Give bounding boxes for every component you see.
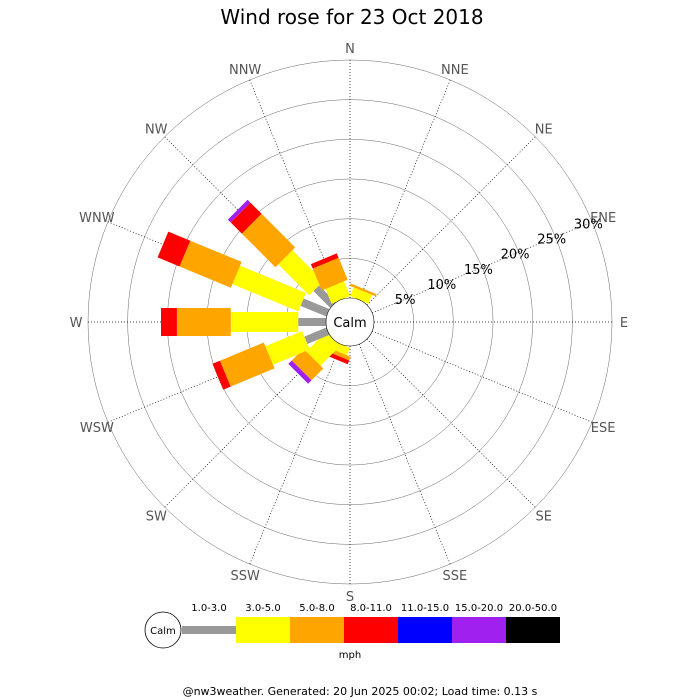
bar-w-bin-1 [230,312,299,332]
footer-text: @nw3weather. Generated: 20 Jun 2025 00:0… [183,685,538,698]
bar-nw-bin-2 [241,213,296,268]
bar-nnw-bin-3 [310,253,339,269]
legend-swatch-2 [290,617,344,643]
legend-label-3: 8.0-11.0 [350,603,392,614]
legend-swatch-3 [344,617,398,643]
bar-wnw-bin-2 [179,240,242,288]
calm-circle: Calm [325,297,375,347]
direction-label-n: N [345,42,355,57]
direction-label-e: E [620,316,628,331]
direction-label-nw: NW [145,122,168,137]
direction-label-ssw: SSW [230,569,260,584]
ring-label: 15% [464,263,493,278]
grid-spoke [349,321,593,423]
direction-label-ene: ENE [590,211,616,226]
legend-label-4: 11.0-15.0 [401,603,449,614]
legend: Calm 1.0-3.0 3.0-5.0 5.0-8.0 8.0-11.0 11.0-1… [144,603,560,661]
bar-sw-bin-2 [291,348,324,381]
legend-swatch-5 [452,617,506,643]
direction-label-se: SE [536,510,552,525]
ring-label: 5% [395,293,416,308]
bar-nne-bin-1 [349,287,373,304]
bar-wsw-bin-2 [219,342,275,387]
legend-label-5: 15.0-20.0 [455,603,503,614]
direction-label-nnw: NNW [229,63,261,78]
bar-nw-bin-3 [230,202,262,234]
bar-wsw-bin-0 [304,327,330,344]
ring-label: 20% [501,248,530,263]
ring-label: 25% [537,232,566,247]
bar-nnw-bin-2 [312,257,348,291]
legend-calm-circle [144,611,182,649]
wind-bars [157,199,377,390]
direction-label-s: S [346,590,354,605]
legend-calm-label: Calm [150,626,176,637]
direction-label-wsw: WSW [80,421,114,436]
direction-label-ne: NE [535,122,553,137]
legend-unit: mph [339,650,361,661]
legend-label-1: 3.0-5.0 [245,603,280,614]
legend-swatch-1 [236,617,290,643]
calm-label: Calm [333,316,366,331]
bar-w-bin-0 [298,318,326,326]
bar-sw-bin-1 [306,331,341,366]
bar-wnw-bin-0 [300,298,330,317]
bar-nnw-bin-1 [325,281,351,304]
direction-label-sw: SW [146,510,167,525]
legend-swatch-6 [506,617,560,643]
legend-label-2: 5.0-8.0 [299,603,334,614]
direction-labels: N NNE NE ENE E ESE SE SSE S SSW SW WSW W WNW NW NNW [70,42,629,605]
direction-label-nne: NNE [441,63,469,78]
legend-label-0: 1.0-3.0 [191,603,226,614]
bar-sw-bin-5 [288,360,312,384]
bar-wnw-bin-1 [232,265,306,312]
bar-w-bin-2 [176,308,231,336]
bar-w-bin-3 [161,308,177,336]
bar-wnw-bin-3 [157,231,191,267]
legend-swatch-4 [398,617,452,643]
ring-label: 30% [574,217,603,232]
bar-wsw-bin-1 [265,331,310,365]
legend-swatch-0 [182,626,236,634]
bar-nw-bin-0 [313,285,336,308]
grid-spoke [349,321,451,565]
bar-nw-bin-5 [227,199,251,223]
bar-wsw-bin-3 [212,360,231,390]
direction-label-wnw: WNW [79,211,115,226]
bar-nne-bin-2 [349,283,377,297]
chart-title: Wind rose for 23 Oct 2018 [220,5,483,29]
ring-percent-labels: 5% 10% 15% 20% 25% 30% [395,217,603,308]
direction-label-sse: SSE [442,569,467,584]
ring-label: 10% [427,278,456,293]
direction-label-ese: ESE [591,421,616,436]
direction-label-w: W [70,316,83,331]
bar-nw-bin-1 [278,250,324,296]
legend-label-6: 20.0-50.0 [509,603,557,614]
